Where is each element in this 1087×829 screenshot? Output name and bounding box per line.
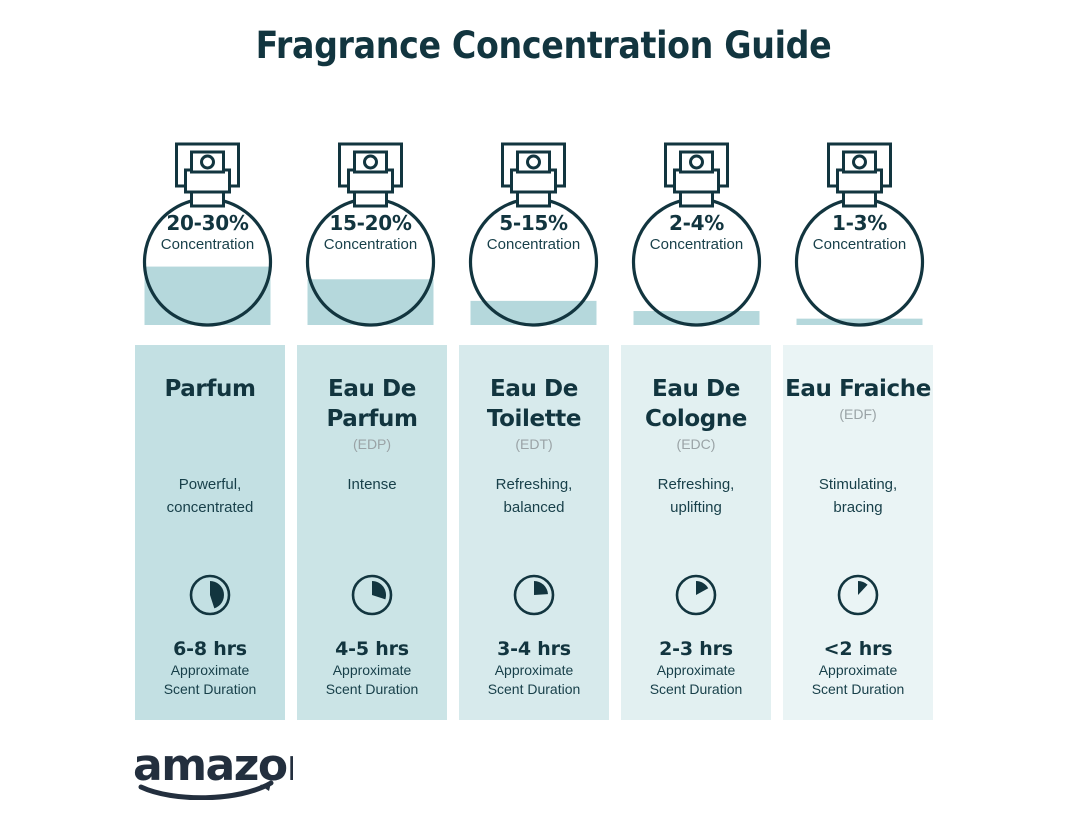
clock-wedge (534, 581, 548, 595)
fragrance-abbreviation: (EDF) (839, 406, 877, 422)
duration-label-line-2: Scent Duration (163, 681, 257, 697)
duration-label-line-1: Approximate (656, 662, 736, 678)
clock-icon-wrapper (459, 573, 609, 617)
bottle-3: 5-15% Concentration (452, 136, 615, 332)
duration-block: 2-3 hrs Approximate Scent Duration (621, 637, 771, 699)
clock-icon (837, 574, 879, 616)
bottle-graphic (142, 142, 273, 327)
duration-label-line-1: Approximate (332, 662, 412, 678)
clock-wedge (210, 581, 224, 609)
amazon-arrow-head (260, 783, 271, 791)
bottle-liquid (633, 311, 760, 325)
clock-icon (675, 574, 717, 616)
page-title: Fragrance Concentration Guide (255, 24, 832, 67)
bottle-graphic (305, 142, 436, 327)
bottle-2: 15-20% Concentration (289, 136, 452, 332)
bottle-4: 2-4% Concentration (615, 136, 778, 332)
bottle-liquid (144, 266, 271, 325)
clock-icon-wrapper (783, 573, 933, 617)
fragrance-description: Refreshing, balanced (495, 476, 573, 516)
clock-wedge (858, 581, 868, 595)
duration-block: <2 hrs Approximate Scent Duration (783, 637, 933, 699)
duration-block: 4-5 hrs Approximate Scent Duration (297, 637, 447, 699)
fragrance-abbreviation (135, 406, 285, 423)
duration-value: 6-8 hrs (173, 638, 247, 660)
fragrance-name: Eau De Cologne (644, 376, 747, 432)
bottle-body-outline (631, 197, 762, 327)
duration-label-line-2: Scent Duration (811, 681, 905, 697)
duration-label-line-1: Approximate (170, 662, 250, 678)
fragrance-name: Parfum (164, 376, 256, 402)
duration-label-line-2: Scent Duration (649, 681, 743, 697)
duration-value: <2 hrs (823, 638, 893, 660)
duration-block: 3-4 hrs Approximate Scent Duration (459, 637, 609, 699)
bottle-nozzle-dot (200, 154, 215, 170)
fragrance-card-4[interactable]: Eau De Cologne (EDC) Refreshing, uplifting 2… (621, 345, 771, 720)
bottle-nozzle-dot (852, 154, 867, 170)
fragrance-description: Stimulating, bracing (818, 476, 898, 516)
duration-value: 2-3 hrs (659, 638, 733, 660)
bottle-liquid (796, 318, 923, 325)
clock-wedge (372, 581, 386, 600)
fragrance-card-1[interactable]: Parfum Powerful, concentrated 6-8 hrs Approx… (135, 345, 285, 720)
fragrance-description: Powerful, concentrated (166, 476, 254, 516)
duration-value: 3-4 hrs (497, 638, 571, 660)
duration-label-line-1: Approximate (494, 662, 574, 678)
fragrance-abbreviation: (EDT) (515, 436, 553, 452)
bottle-body-outline (794, 197, 925, 327)
fragrance-card-3[interactable]: Eau De Toilette (EDT) Refreshing, balanced 3… (459, 345, 609, 720)
fragrance-abbreviation: (EDP) (352, 436, 392, 452)
fragrance-abbreviation: (EDC) (676, 436, 716, 452)
bottle-5: 1-3% Concentration (778, 136, 941, 332)
fragrance-description: Intense (347, 476, 397, 493)
fragrance-name: Eau De Parfum (326, 376, 418, 432)
clock-icon (513, 574, 555, 616)
fragrance-name: Eau De Toilette (486, 376, 582, 432)
duration-value: 4-5 hrs (335, 638, 409, 660)
bottle-row: 20-30% Concentration 15-20% Concentration 5-… (126, 136, 941, 332)
bottle-nozzle-dot (526, 154, 541, 170)
duration-label-line-2: Scent Duration (325, 681, 419, 697)
amazon-logo: amazon (133, 740, 318, 801)
duration-label-line-2: Scent Duration (487, 681, 581, 697)
clock-icon-wrapper (297, 573, 447, 617)
bottle-graphic (468, 142, 599, 327)
fragrance-card-5[interactable]: Eau Fraiche (EDF) Stimulating, bracing <2 hr… (783, 345, 933, 720)
bottle-nozzle-dot (689, 154, 704, 170)
fragrance-description: Refreshing, uplifting (657, 476, 735, 516)
clock-icon (351, 574, 393, 616)
bottle-graphic (631, 142, 762, 327)
bottle-liquid (470, 300, 597, 325)
duration-label-line-1: Approximate (818, 662, 898, 678)
fragrance-name: Eau Fraiche (785, 376, 931, 402)
clock-icon (189, 574, 231, 616)
clock-wedge (696, 581, 709, 595)
fragrance-card-row: Parfum Powerful, concentrated 6-8 hrs Approx… (135, 345, 935, 720)
bottle-graphic (794, 142, 925, 327)
bottle-nozzle-dot (363, 154, 378, 170)
duration-block: 6-8 hrs Approximate Scent Duration (135, 637, 285, 699)
bottle-liquid (307, 279, 434, 325)
clock-icon-wrapper (621, 573, 771, 617)
amazon-wordmark: amazon (133, 744, 293, 791)
fragrance-card-2[interactable]: Eau De Parfum (EDP) Intense 4-5 hrs Approxim… (297, 345, 447, 720)
bottle-1: 20-30% Concentration (126, 136, 289, 332)
amazon-smile-arrow (138, 780, 274, 801)
clock-icon-wrapper (135, 573, 285, 617)
